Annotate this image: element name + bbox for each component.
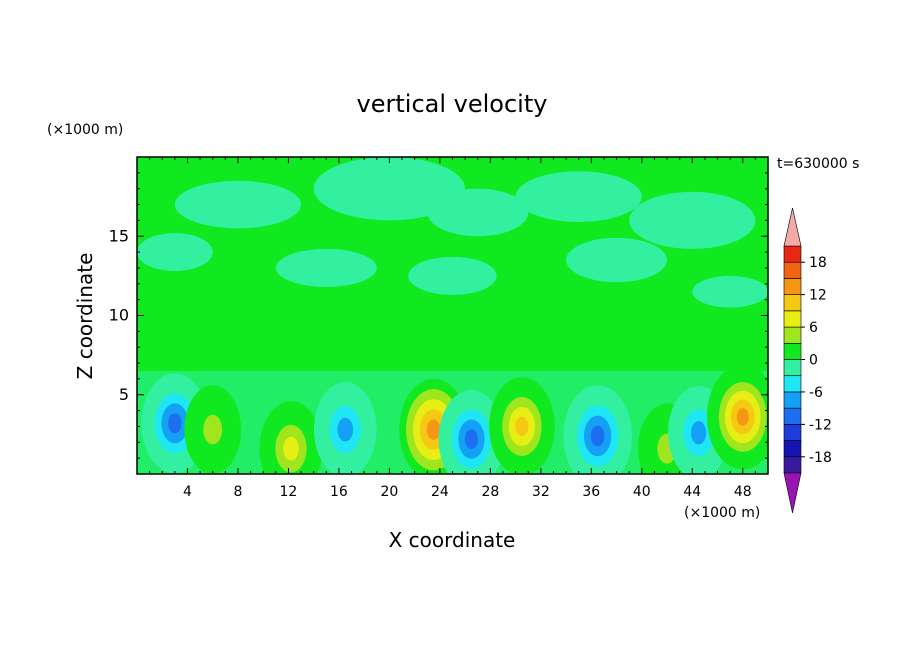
- x-axis-label: X coordinate: [389, 528, 516, 552]
- colorbar-tick-label: 12: [809, 288, 827, 304]
- contour-level: [283, 436, 299, 461]
- x-tick-label: 28: [481, 484, 499, 500]
- colorbar-swatch: [783, 407, 802, 425]
- x-tick-label: 4: [183, 484, 192, 500]
- x-tick-label: 16: [330, 484, 348, 500]
- y-tick-label: 10: [109, 306, 129, 325]
- contour-region: [692, 275, 768, 308]
- contour-level: [426, 419, 441, 440]
- colorbar-swatch: [783, 310, 802, 328]
- y-unit-label: (×1000 m): [47, 122, 123, 138]
- y-tick-label: 15: [109, 226, 129, 245]
- contour-region: [515, 171, 642, 222]
- colorbar-tick-label: 18: [809, 255, 827, 271]
- colorbar-swatch: [783, 326, 802, 344]
- colorbar-over-arrow: [783, 207, 802, 247]
- colorbar-tick-label: 6: [809, 320, 818, 336]
- x-tick-label: 24: [431, 484, 449, 500]
- contour-features: [137, 157, 768, 474]
- x-tick-label: 12: [280, 484, 298, 500]
- colorbar-tick-label: 0: [809, 353, 818, 369]
- y-axis-label: Z coordinate: [73, 253, 97, 380]
- colorbar-tick-label: -18: [809, 450, 832, 466]
- x-tick-label: 20: [380, 484, 398, 500]
- colorbar-swatch: [783, 424, 802, 441]
- x-tick-label: 8: [233, 484, 242, 500]
- contour-level: [690, 421, 707, 445]
- colorbar: 18 12 6 0 -6 -12 -18: [783, 207, 832, 514]
- chart-title: vertical velocity: [357, 90, 548, 118]
- x-axis: 4 8 12 16 20 24 28 32 36 40 44 48: [149, 157, 756, 500]
- contour-level: [337, 417, 354, 442]
- x-tick-label: 36: [582, 484, 600, 500]
- x-unit-label: (×1000 m): [684, 505, 760, 521]
- contour-level: [736, 408, 749, 426]
- contour-region: [629, 191, 756, 249]
- contour-region: [137, 233, 213, 272]
- y-tick-label: 5: [119, 385, 129, 404]
- contour-level: [203, 414, 223, 445]
- colorbar-swatch: [783, 261, 802, 279]
- time-label: t=630000 s: [777, 156, 859, 172]
- colorbar-tick-label: -6: [809, 385, 823, 401]
- contour-region: [408, 256, 497, 295]
- y-axis: 5 10 15: [109, 172, 768, 459]
- colorbar-swatch: [783, 278, 802, 295]
- colorbar-swatch: [783, 294, 802, 312]
- colorbar-tick-label: -12: [809, 417, 832, 433]
- colorbar-under-arrow: [783, 472, 802, 514]
- colorbar-swatch: [783, 342, 802, 360]
- contour-level: [590, 425, 605, 447]
- contour-region: [174, 180, 302, 229]
- contour-region: [566, 237, 668, 283]
- contour-region: [427, 188, 529, 237]
- x-tick-label: 40: [633, 484, 651, 500]
- contour-level: [515, 416, 529, 437]
- plot-area: [137, 157, 768, 474]
- colorbar-swatch: [783, 440, 802, 458]
- x-tick-label: 44: [683, 484, 701, 500]
- colorbar-swatch: [783, 375, 802, 393]
- colorbar-swatch: [783, 359, 802, 377]
- contour-region: [275, 248, 377, 287]
- x-tick-label: 48: [734, 484, 752, 500]
- colorbar-swatch: [783, 456, 802, 474]
- colorbar-swatch: [783, 245, 802, 263]
- colorbar-swatch: [783, 391, 802, 409]
- contour-region: [313, 157, 466, 221]
- contour-level: [168, 413, 182, 434]
- x-tick-label: 32: [532, 484, 550, 500]
- contour-level: [464, 429, 478, 449]
